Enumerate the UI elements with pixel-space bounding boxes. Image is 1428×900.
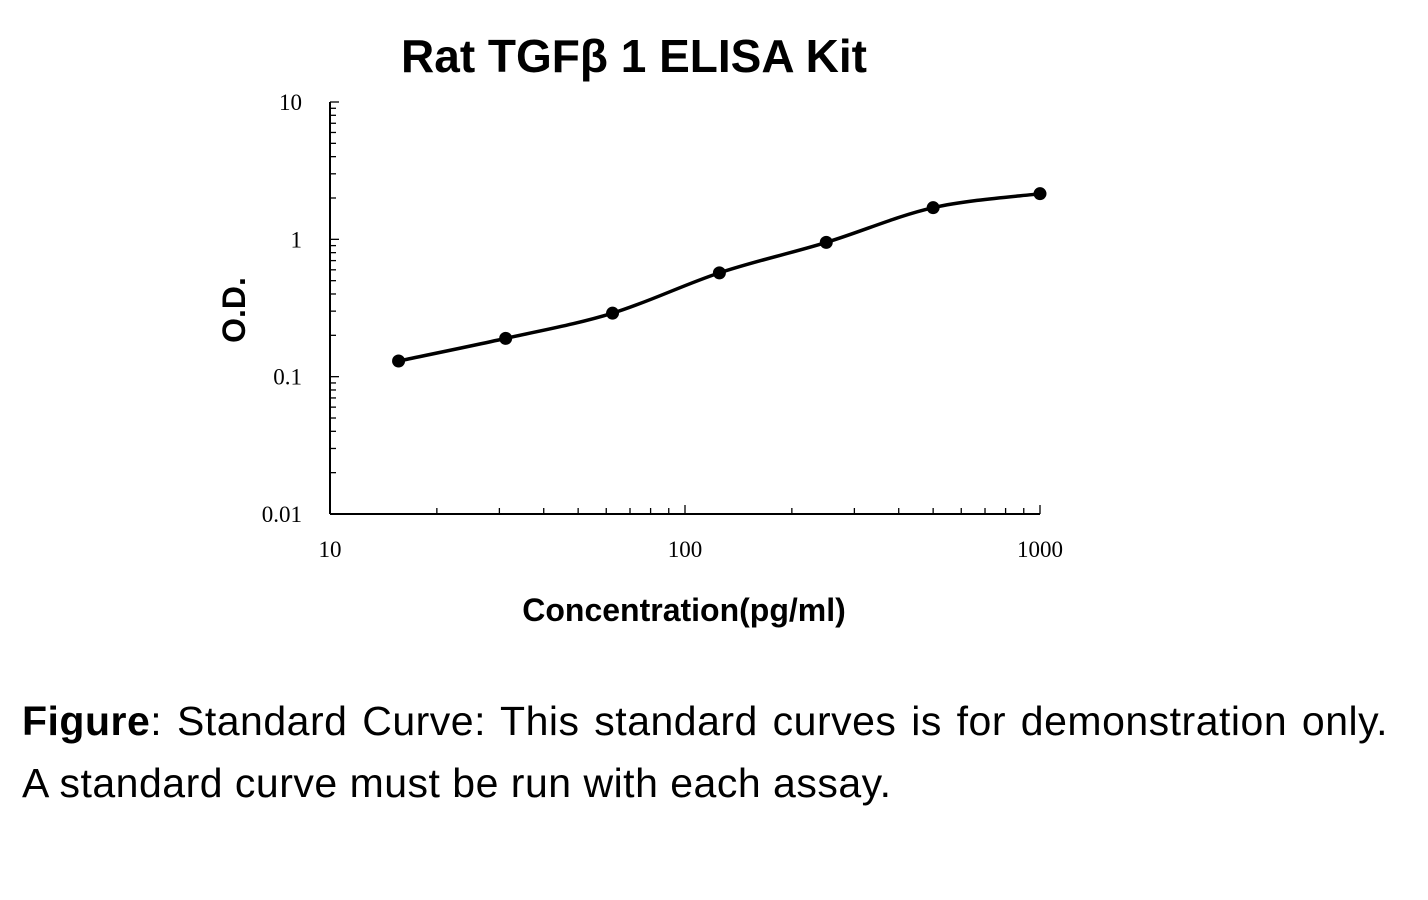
x-tick-label: 1000 xyxy=(1017,537,1063,562)
y-tick-label: 1 xyxy=(291,227,303,252)
chart-axes xyxy=(329,101,1041,515)
y-axis-label: O.D. xyxy=(216,277,252,343)
data-point xyxy=(712,266,726,280)
chart-title: Rat TGFβ 1 ELISA Kit xyxy=(401,30,867,82)
x-tick-label: 100 xyxy=(668,537,703,562)
data-point xyxy=(1033,187,1047,201)
data-points-layer xyxy=(392,187,1047,368)
data-point xyxy=(392,354,406,368)
data-point xyxy=(926,201,940,215)
y-tick-label: 10 xyxy=(279,90,302,115)
y-tick-labels: 0.01 0.1 1 10 xyxy=(262,90,302,527)
y-tick-label: 0.1 xyxy=(273,365,302,390)
y-tick-label: 0.01 xyxy=(262,502,302,527)
caption-text: : Standard Curve: This standard curves i… xyxy=(22,698,1388,806)
x-tick-labels: 10 100 1000 xyxy=(319,537,1064,562)
figure-caption: Figure: Standard Curve: This standard cu… xyxy=(22,690,1388,814)
standard-curve-chart: Rat TGFβ 1 ELISA Kit 0.01 0.1 1 10 10 100 100… xyxy=(216,30,1064,628)
data-point xyxy=(819,235,833,249)
x-tick-label: 10 xyxy=(319,537,342,562)
data-point xyxy=(606,306,620,320)
caption-label: Figure xyxy=(22,698,151,744)
x-axis-label: Concentration(pg/ml) xyxy=(522,592,846,628)
data-point xyxy=(499,331,513,345)
